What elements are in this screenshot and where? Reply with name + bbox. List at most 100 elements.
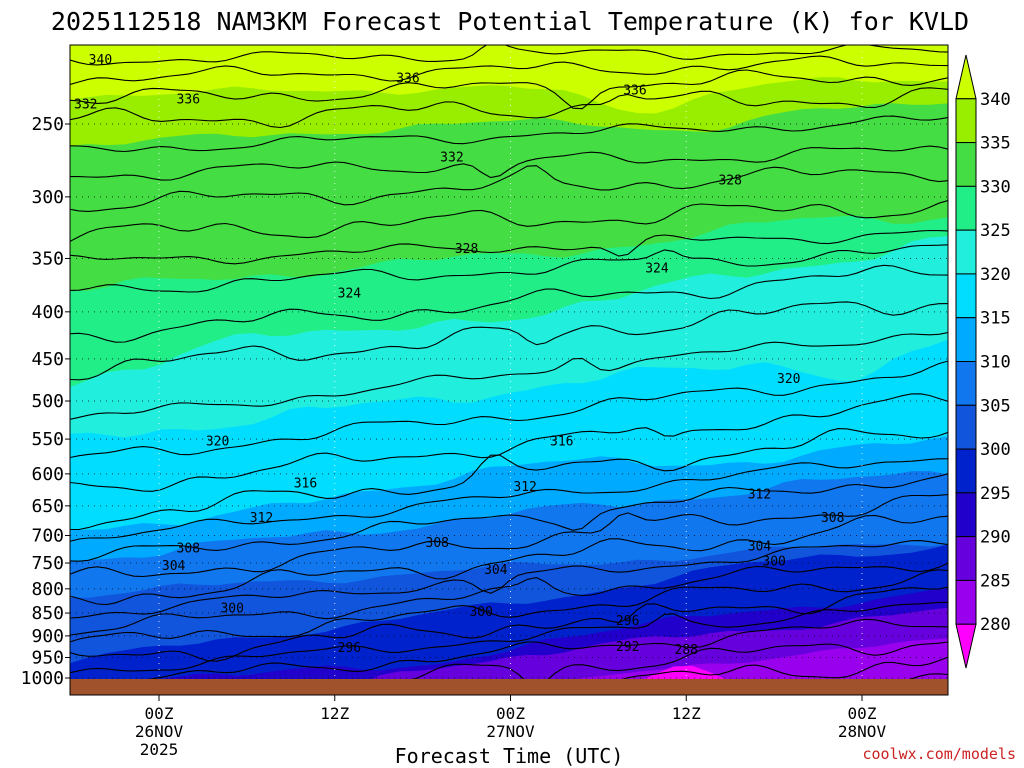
chart-title: 2025112518 NAM3KM Forecast Potential Tem…	[51, 7, 969, 36]
contour-label: 324	[338, 286, 362, 301]
colorbar-tick-label: 285	[980, 571, 1011, 591]
y-tick-label: 250	[31, 114, 64, 135]
colorbar-swatch	[955, 623, 977, 669]
colorbar-tick-label: 300	[980, 440, 1011, 460]
colorbar-swatch	[955, 404, 977, 450]
contour-label: 312	[250, 511, 273, 526]
contour-label: 336	[396, 71, 419, 86]
y-tick-label: 450	[31, 349, 64, 370]
colorbar-swatch	[955, 273, 977, 319]
contour-line	[70, 393, 948, 492]
y-tick-label: 500	[31, 391, 64, 412]
contour-label: 296	[338, 641, 361, 656]
colorbar-swatch	[955, 579, 977, 625]
grid-lines	[70, 45, 948, 680]
x-tick-date: 26NOV	[135, 722, 184, 741]
contour-line	[70, 301, 948, 381]
contour-line	[70, 69, 948, 110]
colorbar-tick-label: 335	[980, 134, 1011, 154]
colorbar-tick-label: 305	[980, 396, 1011, 416]
x-tick-year: 2025	[140, 740, 179, 759]
contour-line	[70, 601, 948, 674]
credit-text: coolwx.com/models	[862, 745, 1016, 763]
contour-label: 328	[718, 174, 741, 189]
contour-line	[70, 115, 948, 153]
colorbar-swatch	[955, 361, 977, 406]
contour-line	[70, 229, 948, 265]
colorbar-swatch	[955, 54, 977, 100]
contour-label: 324	[645, 262, 669, 277]
contour-label: 312	[748, 488, 771, 503]
y-tick-label: 300	[31, 187, 64, 208]
contour-line	[70, 473, 948, 562]
contour-line	[70, 145, 948, 181]
contour-label: 320	[206, 434, 229, 449]
contour-line	[70, 45, 948, 66]
contour-label: 332	[74, 97, 97, 112]
plot-frame	[69, 44, 949, 696]
contour-line	[70, 55, 948, 86]
contour-line	[70, 87, 948, 129]
colorbar-tick-label: 295	[980, 484, 1011, 504]
contour-label: 300	[762, 554, 785, 569]
x-tick-label: 12Z	[320, 704, 349, 723]
colorbar-tick-label: 280	[980, 615, 1011, 635]
contour-label: 308	[426, 536, 449, 551]
x-tick-date: 28NOV	[838, 722, 887, 741]
contour-line	[143, 618, 948, 680]
colorbar-swatch	[955, 317, 977, 363]
y-tick-label: 900	[31, 626, 64, 647]
contour-line	[70, 244, 948, 293]
contour-label: 304	[748, 540, 772, 555]
y-axis: 2503003504004505005506006507007508008509…	[21, 114, 70, 689]
contour-labels: 340 336 336 336 332 332 328 328 324 324 320 320 316 3…	[74, 53, 844, 658]
temperature-band-13	[642, 665, 727, 680]
colorbar-tick-label: 320	[980, 265, 1011, 285]
contour-label: 316	[294, 477, 317, 492]
contour-label: 308	[821, 511, 844, 526]
contour-line	[70, 360, 948, 459]
x-tick-label: 00Z	[496, 704, 525, 723]
contour-label: 292	[616, 640, 639, 655]
contour-line	[70, 332, 948, 420]
contour-line	[619, 656, 948, 680]
contour-label: 328	[455, 242, 478, 257]
colorbar-swatch	[955, 98, 977, 144]
contour-line	[70, 494, 948, 578]
contour-label: 312	[513, 480, 536, 495]
contour-lines	[70, 45, 948, 680]
contour-label: 308	[177, 541, 200, 556]
y-tick-label: 400	[31, 302, 64, 323]
colorbar-swatch	[955, 536, 977, 581]
colorbar-tick-label: 325	[980, 221, 1011, 241]
contour-label: 288	[675, 643, 698, 658]
contour-line	[70, 514, 948, 606]
x-tick-label: 12Z	[672, 704, 701, 723]
contour-label: 340	[89, 53, 112, 68]
colorbar-swatch	[955, 229, 977, 275]
colorbar: 340 335 330 325 320 315 310 305 300 295 290 285 280	[955, 54, 1011, 669]
terrain-ground	[70, 679, 948, 695]
contour-line	[70, 199, 948, 242]
colorbar-swatch	[955, 185, 977, 231]
colorbar-tick-label: 315	[980, 309, 1011, 329]
plot-area: 340 336 336 336 332 332 328 328 324 324 320 320 316 3…	[69, 44, 949, 696]
y-tick-label: 550	[31, 429, 64, 450]
contour-line	[70, 569, 948, 643]
contour-line	[70, 165, 948, 212]
contour-label: 304	[162, 559, 186, 574]
contour-label: 304	[484, 563, 508, 578]
contour-label: 336	[623, 84, 646, 99]
contour-label: 300	[469, 605, 492, 620]
colorbar-swatch	[955, 448, 977, 494]
colorbar-tick-label: 290	[980, 528, 1011, 548]
y-tick-label: 600	[31, 464, 64, 485]
temperature-bands	[70, 45, 948, 680]
x-axis-label: Forecast Time (UTC)	[395, 744, 624, 768]
colorbar-tick-label: 340	[980, 90, 1011, 110]
y-tick-label: 800	[31, 579, 64, 600]
x-tick-date: 27NOV	[486, 722, 535, 741]
contour-line	[70, 540, 948, 619]
contour-line	[70, 428, 948, 531]
